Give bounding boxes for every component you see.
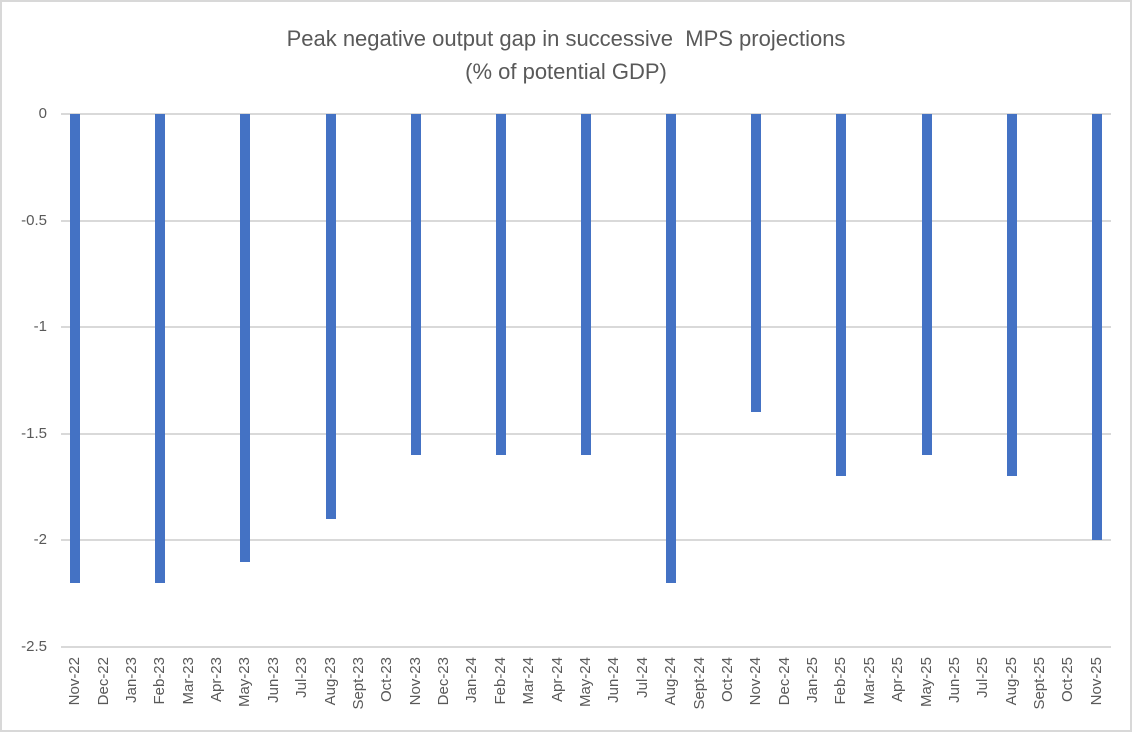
x-tick-label: Apr-23 bbox=[208, 657, 226, 703]
x-tick-label: Nov-24 bbox=[747, 657, 765, 706]
x-tick-label: Oct-25 bbox=[1059, 657, 1077, 703]
bar-Aug-25 bbox=[1006, 114, 1017, 477]
bar-Nov-24 bbox=[751, 114, 762, 413]
x-tick-label: Nov-25 bbox=[1087, 657, 1105, 706]
bar-Nov-22 bbox=[70, 114, 81, 584]
bar-Aug-24 bbox=[666, 114, 677, 584]
chart-title: Peak negative output gap in successive M… bbox=[286, 26, 846, 51]
x-tick-label: Sept-24 bbox=[690, 657, 708, 710]
bar-May-23 bbox=[240, 114, 251, 562]
bar-Nov-25 bbox=[1091, 114, 1102, 541]
bar-May-24 bbox=[581, 114, 591, 456]
x-tick-label: Mar-23 bbox=[179, 657, 197, 705]
bar-Feb-24 bbox=[495, 114, 506, 456]
x-tick-label: Oct-23 bbox=[378, 657, 396, 703]
gridline bbox=[61, 646, 1111, 648]
x-tick-label: Jan-24 bbox=[463, 657, 481, 703]
x-tick-label: Aug-24 bbox=[662, 657, 680, 706]
x-tick-label: Dec-22 bbox=[94, 657, 112, 706]
x-tick-label: Dec-24 bbox=[775, 657, 793, 706]
x-tick-label: Jun-24 bbox=[605, 657, 623, 703]
x-tick-label: Jul-24 bbox=[633, 657, 651, 698]
x-tick-label: Feb-23 bbox=[151, 657, 169, 705]
chart-subtitle: (% of potential GDP) bbox=[465, 59, 667, 84]
bar-May-25 bbox=[921, 114, 932, 456]
x-tick-label: May-25 bbox=[917, 657, 935, 708]
x-tick-label: Aug-25 bbox=[1002, 657, 1020, 706]
x-tick-label: Jun-23 bbox=[264, 657, 282, 703]
chart-title-block: Peak negative output gap in successive M… bbox=[2, 22, 1130, 88]
x-tick-label: Feb-25 bbox=[832, 657, 850, 705]
x-tick-label: Nov-22 bbox=[66, 657, 84, 706]
y-tick-label: -2 bbox=[33, 531, 47, 549]
x-tick-label: Nov-23 bbox=[406, 657, 424, 706]
x-tick-label: Oct-24 bbox=[718, 657, 736, 703]
y-tick-label: -1.5 bbox=[21, 424, 47, 442]
bar-Nov-23 bbox=[410, 114, 421, 456]
x-tick-label: Jan-23 bbox=[122, 657, 140, 703]
bar-Aug-23 bbox=[325, 114, 336, 520]
bar-Feb-25 bbox=[836, 114, 847, 477]
x-tick-label: Mar-25 bbox=[860, 657, 878, 705]
x-tick-label: Jul-25 bbox=[974, 657, 992, 698]
gridline bbox=[61, 539, 1111, 542]
x-tick-label: May-24 bbox=[577, 657, 594, 708]
bar-Feb-23 bbox=[155, 114, 166, 584]
x-tick-label: Aug-23 bbox=[321, 657, 339, 706]
x-tick-label: Jun-25 bbox=[945, 657, 963, 703]
y-tick-label: -1 bbox=[33, 318, 47, 336]
x-tick-label: Sept-23 bbox=[349, 657, 367, 710]
y-tick-label: 0 bbox=[38, 105, 47, 122]
x-tick-label: Apr-25 bbox=[889, 657, 907, 703]
x-tick-label: Sept-25 bbox=[1031, 657, 1049, 710]
y-tick-label: -2.5 bbox=[21, 638, 47, 655]
x-tick-label: May-23 bbox=[236, 657, 254, 708]
y-tick-label: -0.5 bbox=[21, 211, 47, 229]
x-tick-label: Jul-23 bbox=[293, 657, 311, 698]
x-tick-label: Apr-24 bbox=[548, 657, 566, 703]
x-tick-label: Mar-24 bbox=[520, 657, 538, 705]
x-tick-label: Jan-25 bbox=[804, 657, 822, 703]
x-tick-label: Dec-23 bbox=[435, 657, 453, 706]
x-tick-label: Feb-24 bbox=[491, 657, 509, 705]
